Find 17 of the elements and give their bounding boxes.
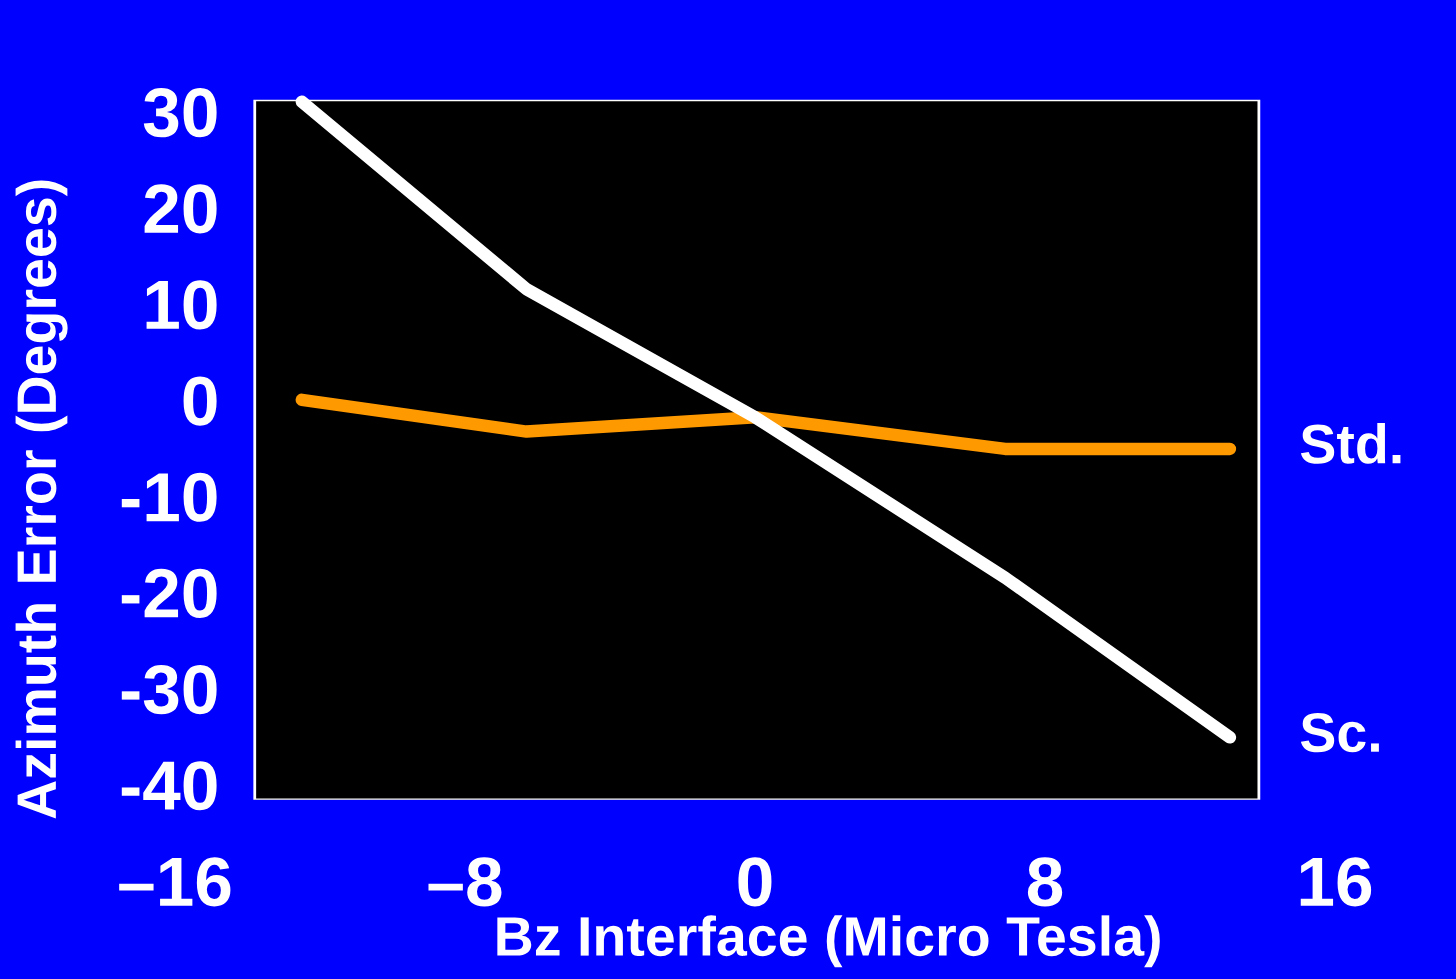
y-tick-label: -10 xyxy=(121,472,217,522)
y-tick-label: 20 xyxy=(144,184,217,234)
y-tick-label: 30 xyxy=(143,88,217,138)
x-tick-label: –16 xyxy=(119,857,231,907)
x-tick-label: 0 xyxy=(738,857,772,907)
y-axis-title: Azimuth Error (Degrees) xyxy=(15,180,68,819)
y-tick-label: 0 xyxy=(183,376,217,426)
x-tick-label: –8 xyxy=(428,857,502,907)
y-tick-label: -40 xyxy=(121,761,217,811)
y-tick-label: 10 xyxy=(146,280,217,330)
x-tick-label: 8 xyxy=(1027,857,1063,907)
y-tick-label: -20 xyxy=(121,568,217,618)
series-label: Sc. xyxy=(1300,712,1379,753)
x-tick-label: 16 xyxy=(1300,857,1372,907)
series-label: Std. xyxy=(1300,422,1401,464)
y-tick-label: -30 xyxy=(121,664,217,715)
x-axis-title: Bz Interface (Micro Tesla) xyxy=(497,915,1160,968)
